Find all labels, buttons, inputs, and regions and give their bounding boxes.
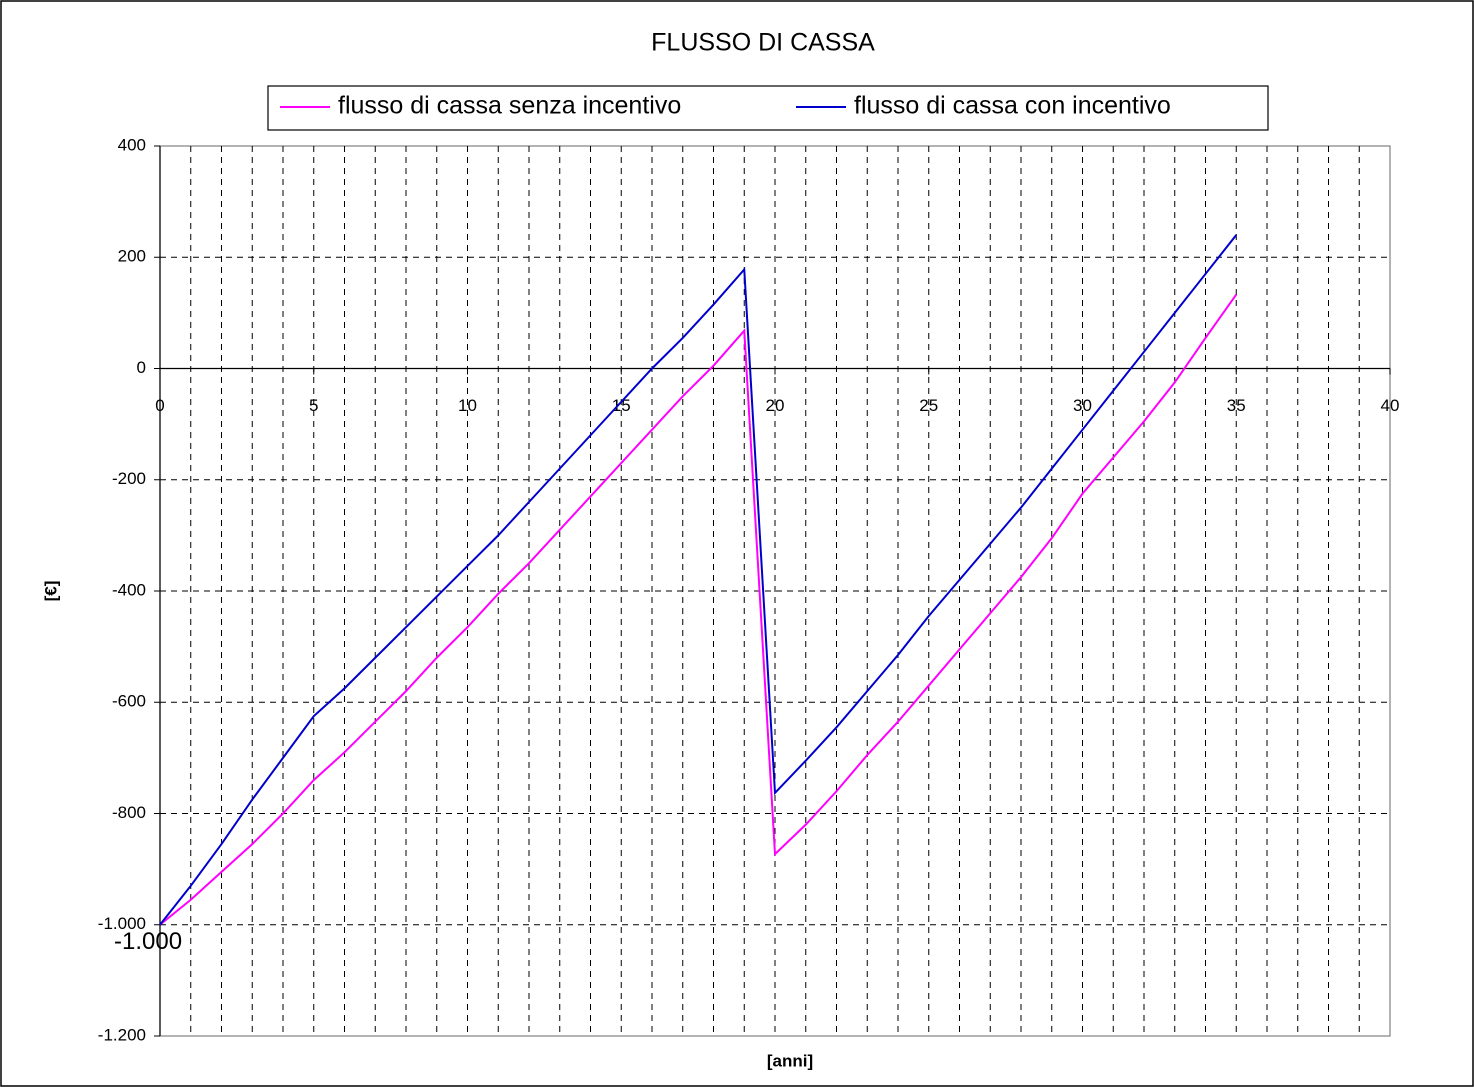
x-tick-label: 25: [919, 396, 938, 415]
x-tick-label: 0: [155, 396, 164, 415]
x-tick-label: 35: [1227, 396, 1246, 415]
legend-label: flusso di cassa con incentivo: [854, 92, 1171, 120]
legend-label: flusso di cassa senza incentivo: [338, 92, 681, 120]
y-tick-label: 0: [137, 358, 146, 377]
x-tick-label: 30: [1073, 396, 1092, 415]
series-line: [159, 293, 1238, 926]
x-tick-label: 5: [309, 396, 318, 415]
y-axis-label: [€]: [41, 581, 60, 602]
x-tick-label: 20: [766, 396, 785, 415]
y-tick-label: -200: [112, 469, 146, 488]
x-axis-label: [anni]: [767, 1051, 813, 1070]
chart-title: FLUSSO DI CASSA: [651, 29, 875, 57]
legend-box: [267, 85, 1269, 131]
x-tick-label: 10: [458, 396, 477, 415]
data-label: -1.000: [114, 928, 182, 955]
series-line: [159, 234, 1238, 926]
y-tick-label: -1.000: [98, 914, 146, 933]
y-tick-label: 400: [118, 135, 146, 154]
y-tick-label: 200: [118, 247, 146, 266]
y-tick-label: -400: [112, 580, 146, 599]
x-tick-label: 15: [612, 396, 631, 415]
y-tick-label: -800: [112, 803, 146, 822]
x-tick-label: 40: [1381, 396, 1400, 415]
y-tick-label: -600: [112, 692, 146, 711]
y-tick-label: -1.200: [98, 1025, 146, 1044]
